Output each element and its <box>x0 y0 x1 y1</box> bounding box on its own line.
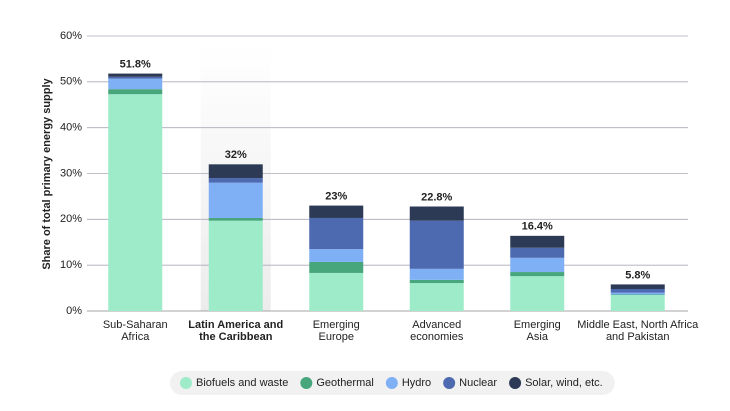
x-tick-label: Emerging <box>514 319 561 331</box>
bar-segment <box>108 94 163 311</box>
bar-segment <box>309 217 364 250</box>
y-tick-label: 60% <box>60 30 82 42</box>
bar-segment <box>409 268 464 280</box>
value-label: 23% <box>325 190 347 202</box>
legend-swatch <box>509 377 522 389</box>
x-tick-label: Emerging <box>313 319 360 331</box>
y-tick-label: 0% <box>66 305 82 317</box>
bar-segment <box>208 182 263 218</box>
bar-segment <box>208 164 263 179</box>
bar-segment <box>309 272 364 311</box>
y-tick-label: 30% <box>60 167 82 179</box>
legend-label: Solar, wind, etc. <box>525 377 603 389</box>
bar-segment <box>108 89 163 95</box>
bar-segment <box>409 283 464 311</box>
y-tick-label: 50% <box>60 76 82 88</box>
value-label: 16.4% <box>522 221 553 233</box>
x-tick-label: Europe <box>319 331 354 343</box>
bar-segment <box>208 217 263 221</box>
bar-segment <box>409 279 464 284</box>
bar-segment <box>309 205 364 218</box>
legend-label: Geothermal <box>316 377 373 389</box>
y-tick-label: 10% <box>60 259 82 271</box>
bar-segment <box>309 261 364 273</box>
x-tick-label: Latin America and <box>188 319 283 331</box>
y-axis-title: Share of total primary energy supply <box>41 77 53 269</box>
x-tick-label: Middle East, North Africa <box>577 319 699 331</box>
legend-label: Nuclear <box>459 377 497 389</box>
bar-segment <box>510 257 565 273</box>
y-tick-label: 20% <box>60 213 82 225</box>
legend-swatch <box>180 377 192 389</box>
bar-segment <box>510 247 565 258</box>
bar-segment <box>208 220 263 311</box>
legend: Biofuels and waste Geothermal Hydro Nuclear… <box>170 371 615 395</box>
legend-label: Hydro <box>402 377 431 389</box>
bar-segment <box>309 249 364 262</box>
x-tick-label: Asia <box>527 331 549 343</box>
legend-swatch <box>300 377 313 389</box>
x-tick-label: and Pakistan <box>606 331 670 343</box>
legend-swatch <box>385 377 398 389</box>
value-label: 51.8% <box>120 58 151 70</box>
bar-segment <box>510 235 565 248</box>
value-label: 5.8% <box>625 269 650 281</box>
legend-label: Biofuels and waste <box>196 377 288 389</box>
value-label: 32% <box>225 149 247 161</box>
bar-segment <box>208 178 263 183</box>
y-tick-label: 40% <box>60 122 82 134</box>
legend-swatch <box>443 377 456 389</box>
bar-segment <box>510 276 565 311</box>
bar-segment <box>108 76 163 79</box>
x-tick-label: Africa <box>121 331 150 343</box>
bar-segment <box>108 73 163 77</box>
x-tick-label: Sub-Saharan <box>103 319 168 331</box>
bar-segment <box>610 284 665 289</box>
x-tick-label: economies <box>410 331 464 343</box>
x-tick-label: the Caribbean <box>199 331 273 343</box>
value-label: 22.8% <box>421 191 452 203</box>
bar-segment <box>409 220 464 269</box>
bar-segment <box>108 78 163 90</box>
bar-segment <box>510 272 565 277</box>
bar-segment <box>610 289 665 293</box>
x-tick-label: Advanced <box>412 319 461 331</box>
bar-segment <box>610 292 665 295</box>
bar-segment <box>610 294 665 311</box>
bar-segment <box>409 206 464 221</box>
